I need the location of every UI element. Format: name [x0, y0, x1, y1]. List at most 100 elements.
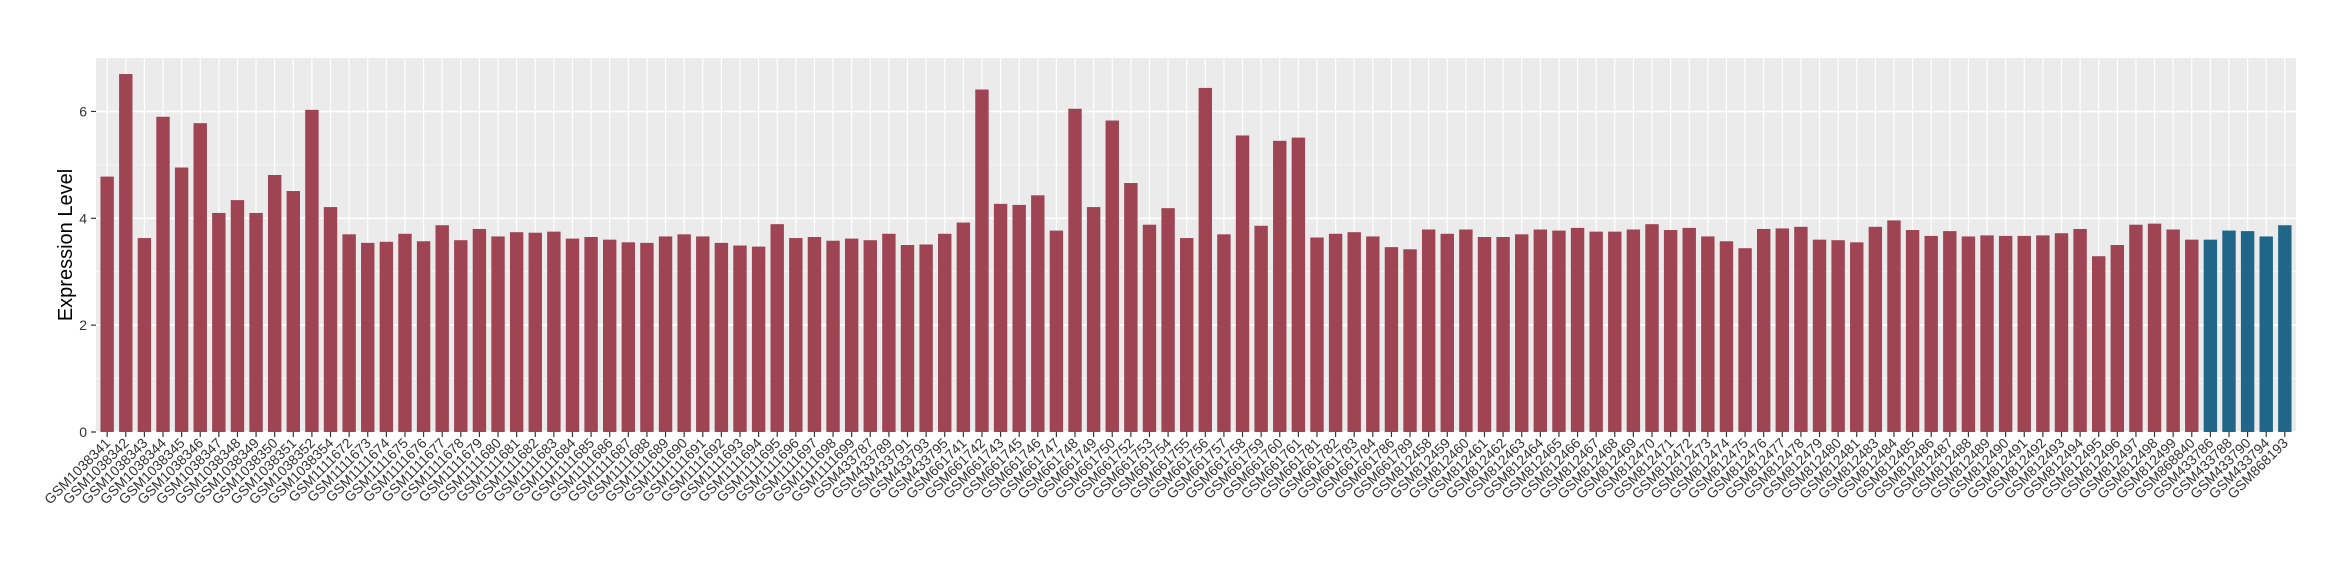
y-tick-label: 4 [79, 210, 87, 226]
bars [100, 74, 2292, 433]
bar-GSM661753 [1142, 224, 1157, 432]
bar-GSM1038341 [100, 176, 114, 432]
y-tick-label: 2 [79, 317, 87, 333]
bar-GSM1111678 [454, 240, 468, 432]
bar-GSM812498 [2147, 223, 2162, 432]
bar-GSM1111674 [379, 241, 394, 432]
bar-GSM1111680 [491, 236, 505, 432]
bar-GSM812490 [1998, 235, 2013, 432]
bar-GSM661747 [1049, 230, 1064, 432]
bar-GSM661752 [1124, 183, 1138, 432]
bar-GSM812476 [1756, 228, 1771, 432]
bar-GSM661761 [1291, 137, 1306, 432]
bar-GSM812485 [1905, 230, 1920, 432]
bar-GSM1111683 [547, 231, 561, 432]
bar-GSM1111688 [640, 242, 654, 432]
bar-GSM812475 [1738, 248, 1752, 432]
bar-GSM661742 [975, 89, 989, 432]
bar-GSM1111677 [435, 225, 449, 432]
bar-GSM1111692 [714, 242, 729, 432]
bar-GSM812474 [1719, 241, 1734, 432]
bar-GSM812473 [1701, 236, 1715, 432]
bar-GSM812478 [1794, 226, 1808, 432]
bar-GSM1038354 [323, 207, 338, 432]
bar-GSM661759 [1254, 225, 1268, 432]
bar-GSM812488 [1961, 236, 1976, 432]
bar-GSM812484 [1887, 220, 1901, 432]
bar-GSM661749 [1086, 207, 1101, 432]
bar-GSM1111691 [696, 236, 710, 432]
bar-GSM1111694 [751, 246, 766, 432]
bar-GSM812467 [1589, 231, 1603, 432]
y-axis-title: Expression Level [55, 169, 77, 321]
bar-GSM661741 [956, 222, 971, 432]
bar-GSM812468 [1608, 231, 1622, 432]
bar-GSM812495 [2092, 256, 2106, 432]
bar-GSM812481 [1850, 242, 1864, 432]
bar-GSM1111672 [342, 234, 356, 432]
bar-GSM812465 [1552, 230, 1566, 432]
bar-GSM433791 [900, 245, 915, 432]
bar-GSM812480 [1831, 240, 1845, 432]
bar-GSM661745 [1012, 204, 1026, 432]
bar-GSM1038344 [156, 116, 170, 433]
bar-GSM812494 [2073, 228, 2087, 432]
bar-GSM661781 [1310, 237, 1324, 432]
bar-GSM812489 [1980, 235, 1994, 432]
bar-GSM812493 [2054, 233, 2069, 432]
bar-GSM812492 [2036, 235, 2050, 432]
bar-GSM1111689 [658, 236, 673, 432]
y-tick-label: 0 [79, 424, 87, 440]
bar-GSM1038342 [119, 74, 133, 433]
bar-GSM812459 [1440, 233, 1454, 432]
bar-GSM661782 [1328, 233, 1343, 432]
bar-GSM812464 [1533, 229, 1548, 432]
bar-GSM1111690 [677, 234, 691, 432]
bar-GSM1111673 [361, 242, 375, 432]
bar-GSM1111681 [509, 232, 524, 432]
bar-GSM812472 [1682, 227, 1696, 432]
bar-GSM661760 [1273, 140, 1287, 433]
bar-GSM812463 [1515, 234, 1529, 432]
bar-GSM661756 [1198, 87, 1213, 433]
bar-GSM1038348 [230, 200, 245, 432]
bar-GSM661789 [1403, 249, 1417, 432]
bar-GSM812497 [2129, 224, 2143, 432]
bar-GSM433790 [2240, 231, 2255, 432]
bar-GSM1111696 [789, 238, 803, 432]
bar-GSM661754 [1161, 208, 1175, 432]
bar-GSM812496 [2110, 245, 2125, 432]
bar-GSM661758 [1235, 135, 1250, 432]
bar-GSM661786 [1384, 247, 1399, 432]
bar-GSM1111686 [603, 239, 617, 432]
bar-GSM661748 [1068, 108, 1082, 432]
bar-GSM812462 [1496, 236, 1510, 432]
bar-GSM1111697 [807, 236, 822, 432]
bar-GSM868840 [2185, 239, 2199, 432]
bar-GSM433795 [938, 233, 952, 432]
bar-GSM661746 [1031, 195, 1045, 432]
bar-GSM1111699 [844, 238, 859, 432]
y-tick-label: 6 [79, 103, 87, 119]
bar-GSM1111682 [528, 232, 542, 432]
bar-GSM1111679 [472, 228, 487, 432]
bar-GSM661743 [993, 203, 1008, 432]
bar-GSM1111698 [826, 240, 840, 432]
bar-GSM661755 [1179, 238, 1194, 432]
bar-GSM812483 [1868, 226, 1883, 432]
bar-GSM433793 [919, 244, 933, 432]
bar-GSM812461 [1477, 236, 1492, 432]
bar-GSM1111676 [416, 241, 431, 432]
bar-GSM812479 [1812, 239, 1827, 432]
bar-GSM1111695 [770, 224, 784, 432]
bar-GSM868193 [2278, 225, 2292, 432]
bar-GSM812486 [1924, 235, 1938, 432]
bar-GSM1111687 [621, 242, 636, 432]
bar-GSM1038345 [174, 167, 189, 432]
bar-GSM433786 [2203, 239, 2218, 432]
bar-GSM1038343 [137, 238, 152, 432]
bar-GSM433794 [2259, 236, 2273, 432]
bar-GSM1038349 [249, 212, 263, 432]
bar-GSM812499 [2166, 229, 2180, 432]
bar-GSM1111675 [398, 233, 412, 432]
